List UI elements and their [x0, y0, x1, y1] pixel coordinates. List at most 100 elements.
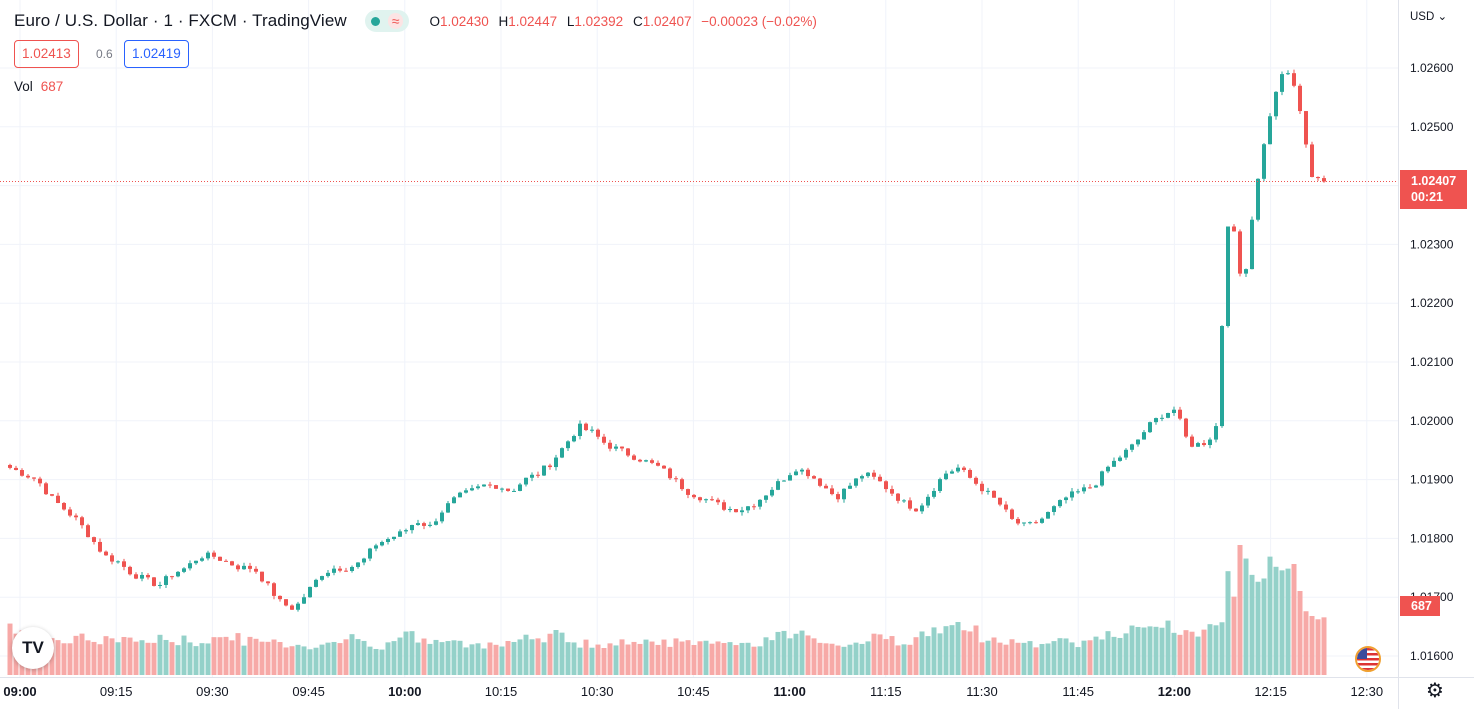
candle-body: [638, 459, 642, 462]
candle-body: [170, 576, 174, 578]
volume-bar: [109, 638, 115, 675]
volume-bar: [715, 641, 721, 675]
settings-gear-icon[interactable]: ⚙: [1426, 680, 1444, 702]
candle-body: [62, 502, 66, 510]
volume-bar: [655, 644, 661, 675]
volume-bar: [1219, 622, 1225, 675]
volume-legend[interactable]: Vol 687: [14, 79, 63, 94]
y-tick-label: 1.02600: [1410, 61, 1454, 75]
volume-bar: [703, 640, 709, 675]
volume-bar: [277, 642, 283, 675]
volume-bar: [91, 641, 97, 675]
candle-body: [806, 469, 810, 477]
volume-bar: [1147, 626, 1153, 675]
candle-body: [992, 490, 996, 498]
candle-body: [326, 572, 330, 577]
x-tick-label: 11:45: [1062, 684, 1094, 699]
volume-legend-value: 687: [40, 79, 64, 94]
candle-body: [626, 448, 630, 456]
x-tick-label: 10:30: [581, 684, 614, 699]
volume-bar: [859, 643, 865, 675]
volume-bar: [403, 631, 409, 675]
volume-bar: [793, 633, 799, 675]
currency-selector[interactable]: USD ⌄: [1410, 9, 1447, 23]
candle-body: [122, 561, 126, 567]
volume-bar: [457, 640, 463, 675]
candle-body: [644, 460, 648, 462]
candle-body: [878, 476, 882, 482]
candle-body: [116, 561, 120, 563]
candle-body: [914, 508, 918, 512]
volume-bar: [1207, 624, 1213, 675]
candle-body: [986, 490, 990, 492]
candle-body: [1040, 518, 1044, 523]
candle-body: [950, 471, 954, 474]
volume-bar: [1099, 639, 1105, 675]
volume-bar: [139, 640, 145, 675]
volume-bar: [1249, 574, 1255, 675]
volume-bar: [595, 644, 601, 675]
candle-body: [290, 605, 294, 610]
volume-bar: [115, 642, 121, 675]
volume-bar: [757, 646, 763, 675]
candle-body: [536, 474, 540, 476]
volume-bar: [865, 641, 871, 675]
candle-body: [1010, 509, 1014, 519]
candle-body: [194, 560, 198, 564]
us-flag-icon[interactable]: [1355, 646, 1381, 672]
volume-bar: [631, 641, 637, 675]
volume-bar: [85, 640, 91, 675]
volume-bar: [1231, 596, 1237, 675]
candle-body: [1142, 432, 1146, 440]
candle-body: [1322, 178, 1326, 182]
volume-bar: [781, 630, 787, 675]
volume-bar: [79, 633, 85, 675]
volume-bar: [163, 639, 169, 675]
market-status-pill[interactable]: ≈: [364, 10, 410, 32]
volume-bar: [685, 640, 691, 675]
sell-price-button[interactable]: 1.02413: [14, 40, 79, 68]
candle-body: [614, 446, 618, 449]
volume-bar: [439, 642, 445, 675]
volume-bar: [445, 641, 451, 675]
candle-body: [962, 467, 966, 470]
volume-bar: [817, 642, 823, 675]
volume-bar: [895, 645, 901, 675]
volume-bar: [883, 639, 889, 675]
buy-price-button[interactable]: 1.02419: [124, 40, 189, 68]
tradingview-logo-icon[interactable]: TV: [12, 627, 54, 669]
volume-bar: [1321, 617, 1327, 675]
volume-bar: [481, 648, 487, 675]
candle-body: [548, 465, 552, 468]
volume-bar: [307, 649, 313, 675]
volume-bar: [415, 642, 421, 675]
volume-bar: [769, 640, 775, 675]
volume-bar: [253, 638, 259, 675]
candle-body: [1232, 226, 1236, 232]
candle-body: [356, 562, 360, 567]
volume-bar: [61, 643, 67, 675]
volume-bar: [889, 636, 895, 675]
last-price-value: 1.02407: [1411, 174, 1457, 188]
x-tick-label: 10:00: [388, 684, 421, 699]
candle-body: [368, 548, 372, 559]
y-tick-label: 1.02000: [1410, 414, 1454, 428]
candle-body: [146, 574, 150, 578]
candle-body: [716, 499, 720, 503]
candle-body: [758, 499, 762, 507]
volume-bar: [409, 631, 415, 675]
volume-bar: [541, 642, 547, 675]
volume-bar: [193, 646, 199, 675]
candle-body: [416, 523, 420, 526]
candle-body: [362, 558, 366, 563]
volume-bar: [469, 644, 475, 675]
volume-bar: [805, 635, 811, 675]
symbol-title[interactable]: Euro / U.S. Dollar · 1 · FXCM · TradingV…: [14, 11, 347, 30]
candle-body: [938, 479, 942, 491]
volume-bar: [853, 642, 859, 675]
volume-bar: [349, 634, 355, 675]
volume-bar: [1141, 627, 1147, 675]
market-open-dot-icon: [370, 16, 380, 26]
candle-body: [1274, 91, 1278, 117]
